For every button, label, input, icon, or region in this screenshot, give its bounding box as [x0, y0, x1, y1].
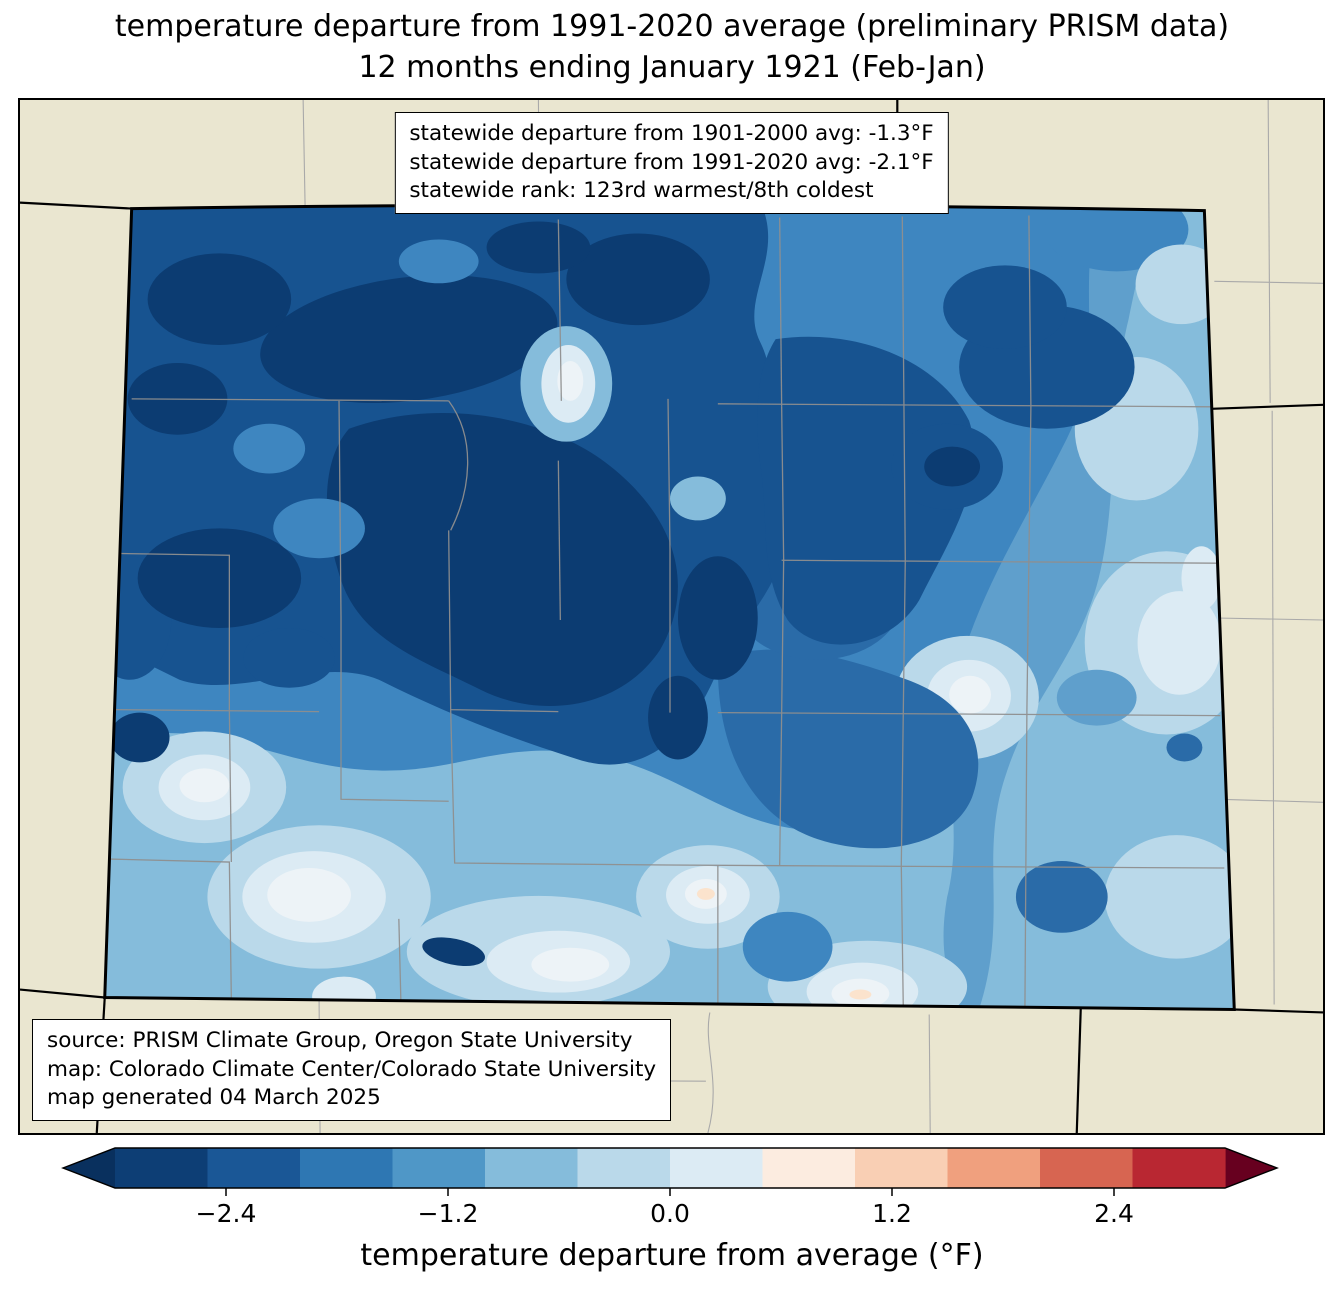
colorado-map: [20, 100, 1323, 1133]
stats-line-1: statewide departure from 1901-2000 avg: …: [409, 121, 934, 146]
county-lines: [104, 215, 1225, 1009]
colorbar-axis-label: temperature departure from average (°F): [360, 1238, 984, 1273]
statewide-stats-box: statewide departure from 1901-2000 avg: …: [394, 112, 949, 214]
colorbar-tick-label: −2.4: [195, 1199, 257, 1228]
source-line-1: source: PRISM Climate Group, Oregon Stat…: [47, 1028, 633, 1054]
stats-line-3: statewide rank: 123rd warmest/8th coldes…: [409, 178, 874, 204]
colorbar-tick-label: −1.2: [417, 1199, 479, 1228]
colorbar-tick-label: 0.0: [650, 1199, 690, 1228]
colorbar-tick-labels: −2.4 −1.2 0.0 1.2 2.4: [0, 1199, 1344, 1231]
figure-title: temperature departure from 1991-2020 ave…: [0, 6, 1344, 89]
stats-line-2: statewide departure from 1991-2020 avg: …: [409, 149, 934, 175]
colorbar-tick-label: 2.4: [1094, 1199, 1134, 1228]
source-box: source: PRISM Climate Group, Oregon Stat…: [32, 1019, 672, 1121]
colorbar-segments: [115, 1148, 1226, 1188]
map-frame: statewide departure from 1901-2000 avg: …: [18, 98, 1325, 1135]
source-line-3: map generated 04 March 2025: [47, 1085, 381, 1111]
colorbar-ticks: [225, 1188, 1115, 1196]
colorbar-over-arrow: [1225, 1148, 1277, 1188]
colorbar-tick-label: 1.2: [872, 1199, 912, 1228]
colorbar: [61, 1147, 1279, 1196]
title-line-1: temperature departure from 1991-2020 ave…: [114, 9, 1230, 44]
colorbar-under-arrow: [63, 1148, 115, 1188]
colorbar-outline: [61, 1147, 1279, 1189]
source-line-2: map: Colorado Climate Center/Colorado St…: [47, 1056, 657, 1082]
title-line-2: 12 months ending January 1921 (Feb-Jan): [358, 50, 986, 86]
temperature-contours: [104, 205, 1235, 1010]
